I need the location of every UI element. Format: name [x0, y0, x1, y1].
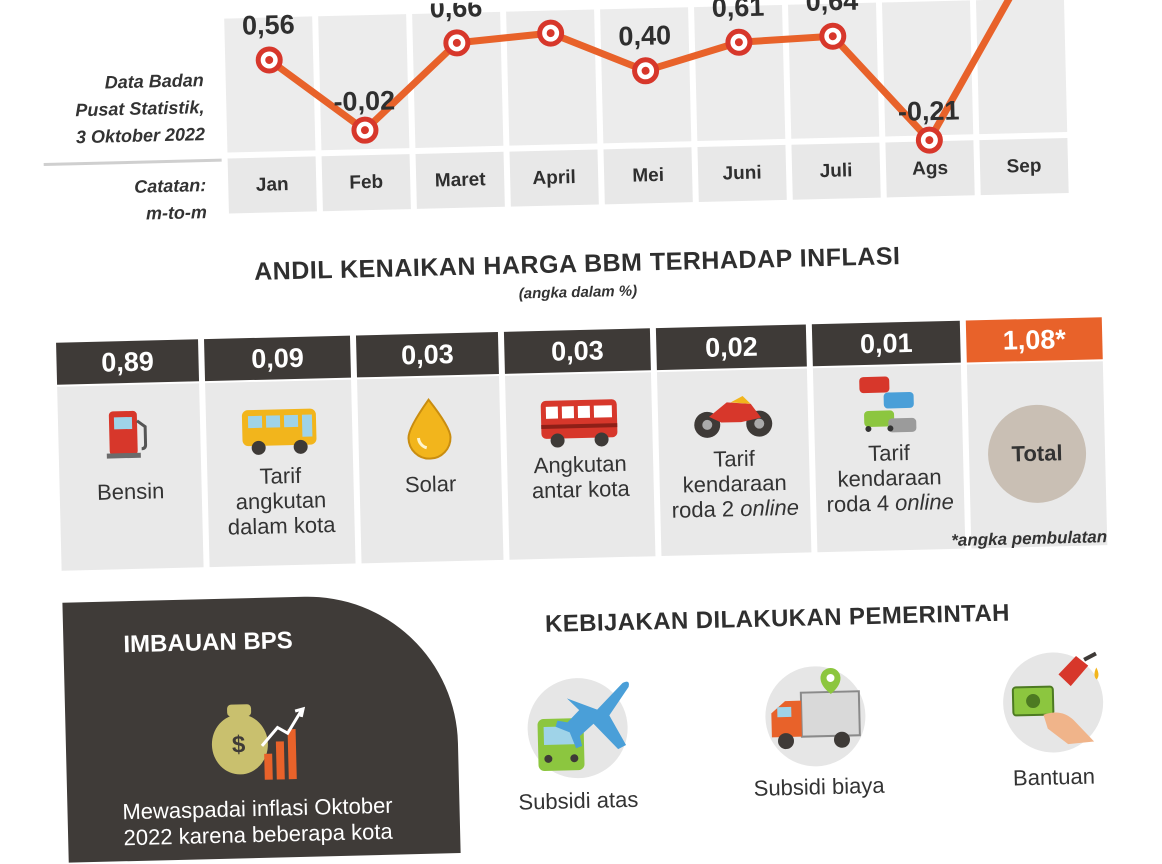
- contribution-value: 0,03: [503, 328, 651, 374]
- contribution-value: 0,02: [655, 324, 807, 371]
- inflation-line-chart: 0,56 -0,02 0,66 0,40 0,61 0,64 -0,21: [242, 0, 1023, 154]
- data-label: 0,66: [429, 0, 482, 24]
- data-point-center: [546, 29, 555, 38]
- data-label: 0,64: [805, 0, 858, 17]
- data-label: -0,02: [333, 85, 395, 116]
- infographic: Data Badan Pusat Statistik, 3 Oktober 20…: [43, 0, 1111, 863]
- total-card: 1,08* Total: [965, 317, 1108, 549]
- policy-label: Subsidi atas: [518, 786, 639, 815]
- data-label: 0,61: [711, 0, 764, 23]
- contribution-card: 0,03 Angkutan antar kota: [503, 328, 656, 560]
- data-point-center: [734, 38, 743, 47]
- oil-drop-icon: [404, 397, 456, 465]
- contribution-label: Angkutan antar kota: [531, 450, 631, 504]
- data-point-center: [641, 66, 650, 75]
- imbauan-title: IMBAUAN BPS: [123, 627, 294, 659]
- data-point-center: [265, 55, 274, 64]
- kebijakan-title: KEBIJAKAN DILAKUKAN PEMERINTAH: [544, 599, 1011, 638]
- data-label: 0,40: [618, 20, 671, 51]
- imbauan-panel: IMBAUAN BPS $ Mewaspadai inflasi Oktober…: [62, 593, 461, 863]
- imbauan-text: Mewaspadai inflasi Oktober 2022 karena b…: [122, 792, 393, 851]
- bus-icon: [238, 400, 321, 463]
- contribution-label: Tarif kendaraan roda 4 online: [826, 439, 955, 517]
- contribution-card: 0,09 Tarif angkutan dalam kota: [204, 335, 356, 568]
- motorcycle-icon: [690, 389, 775, 446]
- svg-text:$: $: [232, 731, 247, 758]
- data-point-center: [828, 32, 837, 41]
- contribution-card: 0,01 Tarif kendaraan roda 4 online: [811, 320, 966, 553]
- total-label: Total: [986, 403, 1088, 505]
- coach-bus-icon: [536, 393, 621, 456]
- contribution-value: 0,09: [204, 335, 351, 382]
- contribution-value: 0,03: [355, 331, 499, 378]
- contribution-card: 0,03 Solar: [355, 331, 504, 564]
- policy-label: Bantuan: [1012, 763, 1096, 791]
- fuel-pump-icon: [101, 404, 158, 466]
- data-point-center: [925, 136, 934, 145]
- data-point-center: [452, 38, 461, 47]
- contribution-value: 0,01: [811, 320, 961, 367]
- data-label: -0,21: [898, 95, 960, 126]
- contribution-label: Bensin: [96, 478, 165, 505]
- contribution-label: Tarif kendaraan roda 2 online: [671, 445, 800, 523]
- money-bag-growth-icon: $: [205, 687, 307, 790]
- contribution-label: Tarif angkutan dalam kota: [227, 462, 336, 540]
- contribution-label: Solar: [404, 471, 457, 498]
- cars-icon: [855, 372, 921, 445]
- contribution-card: 0,89 Bensin: [56, 339, 204, 571]
- delivery-truck-icon: [760, 661, 873, 769]
- contribution-card: 0,02 Tarif kendaraan roda 2 online: [655, 324, 812, 557]
- data-point-center: [360, 126, 369, 135]
- total-value: 1,08*: [965, 317, 1103, 363]
- footnote: *angka pembulatan: [951, 527, 1108, 550]
- contribution-value: 0,89: [56, 339, 200, 385]
- data-label: 0,56: [242, 9, 295, 40]
- bus-plane-icon: [526, 671, 641, 785]
- policy-label: Subsidi biaya: [753, 772, 885, 801]
- cash-hand-fuel-icon: [996, 645, 1111, 757]
